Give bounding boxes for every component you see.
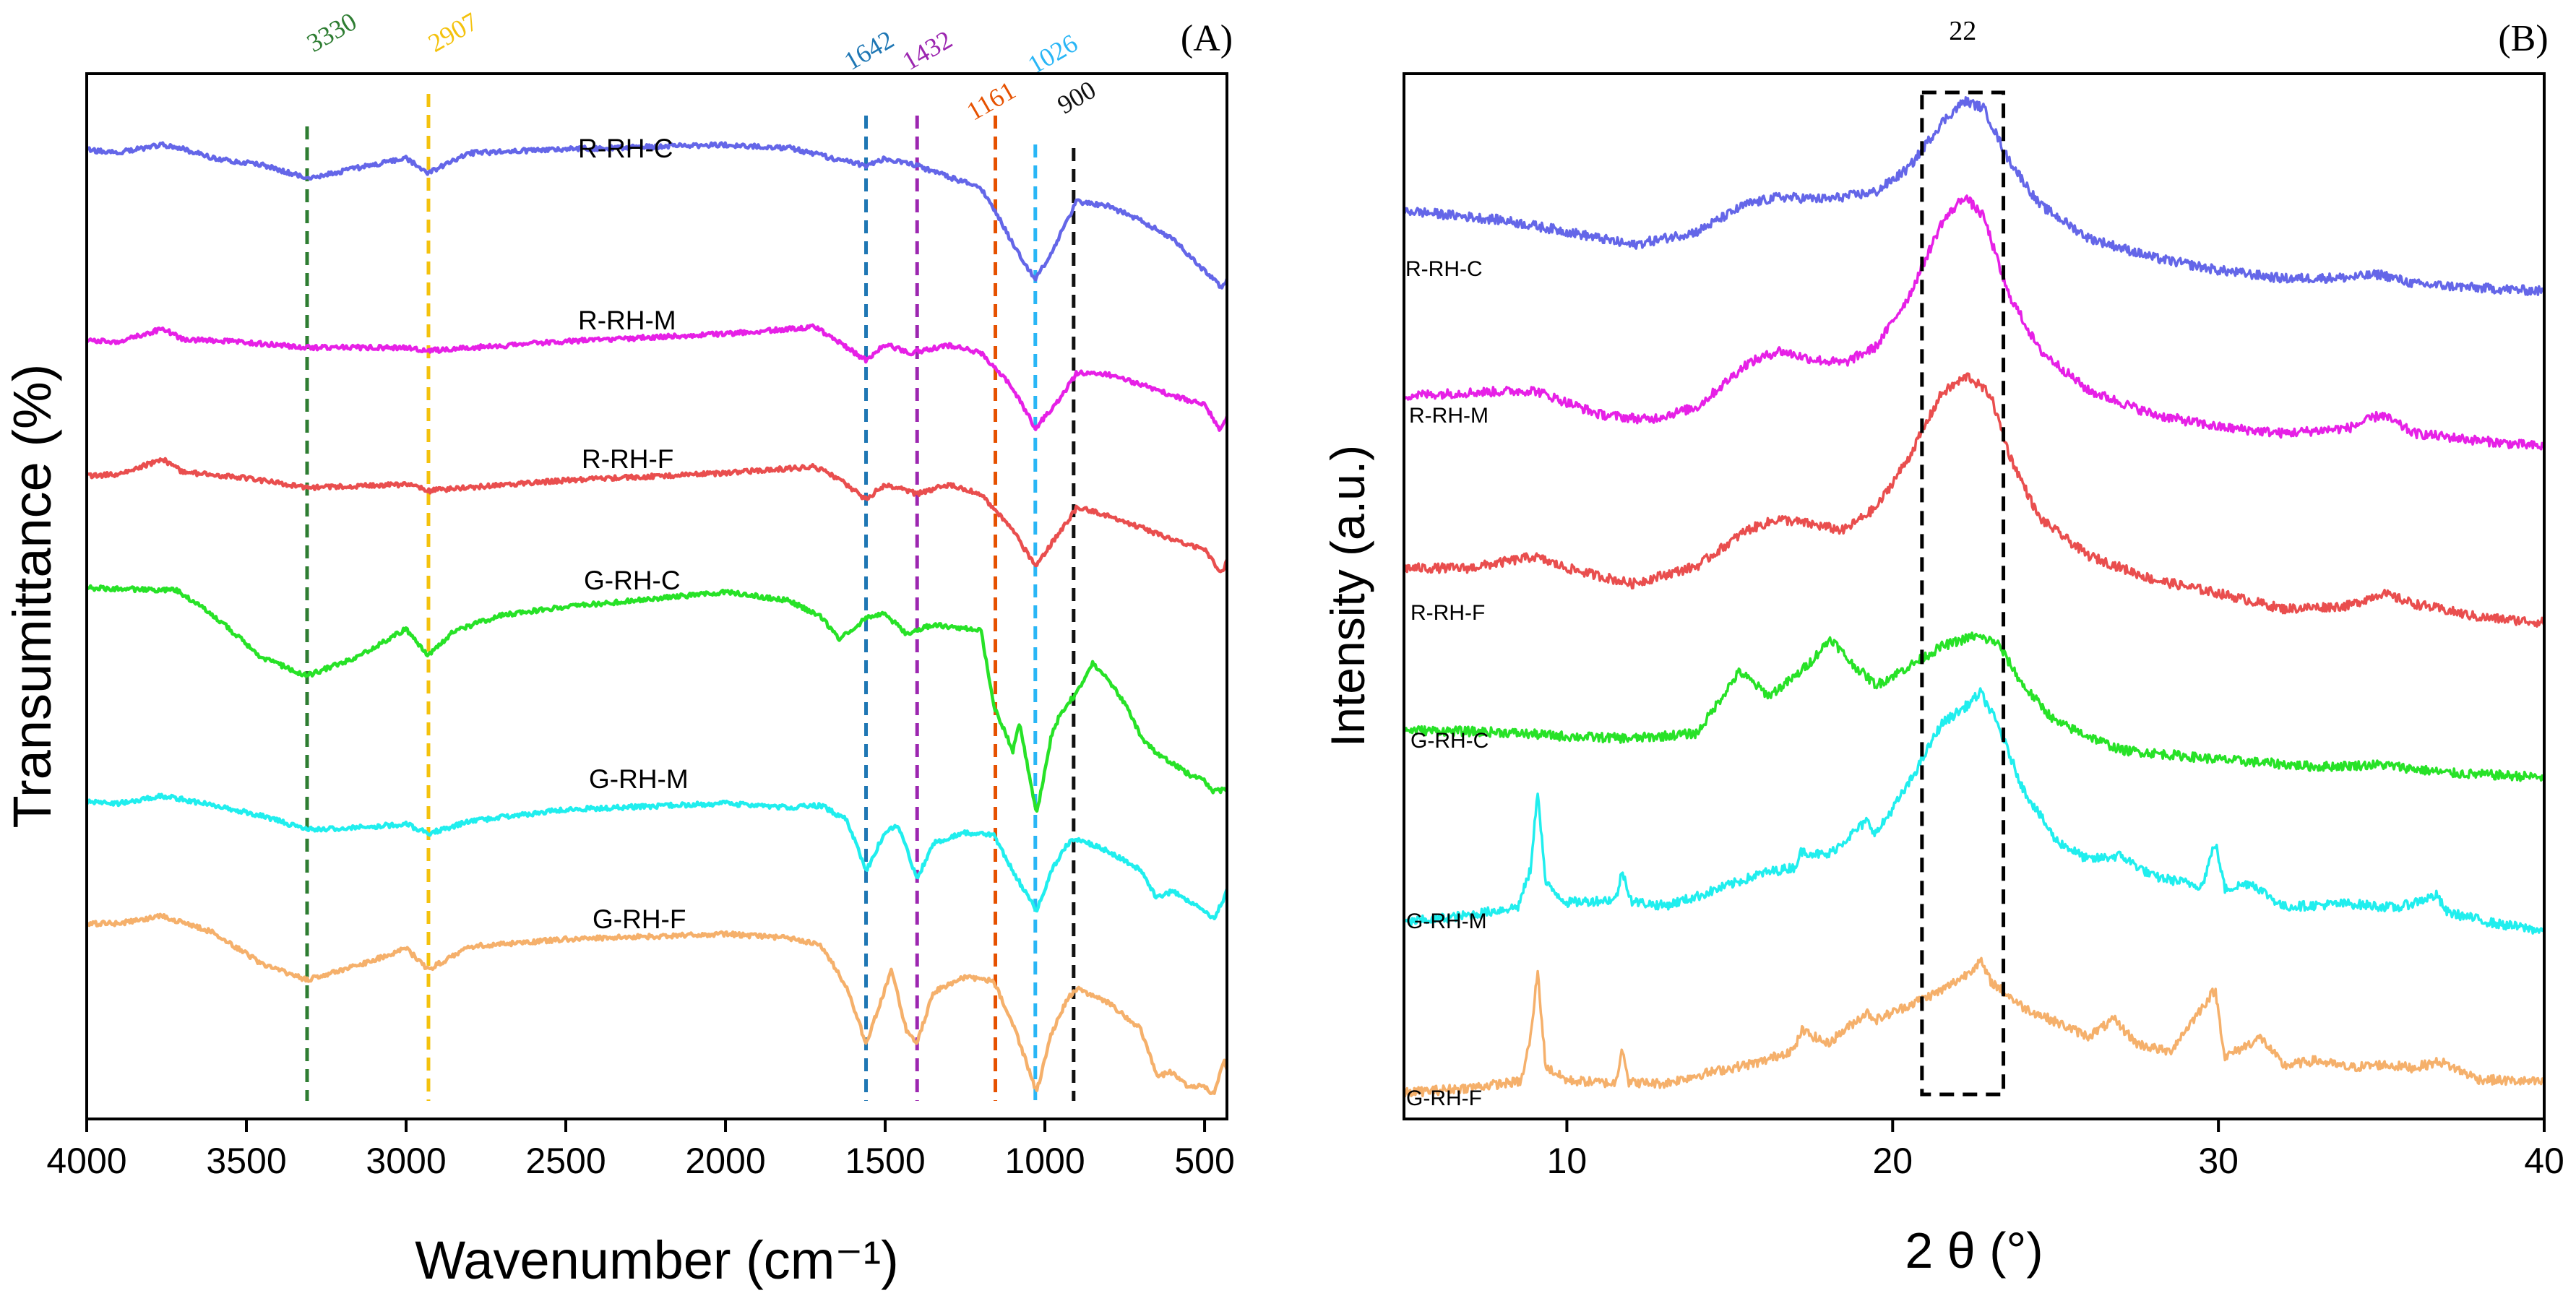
panel-a-x-ticks: 4000 3500 3000 2500 2000 1500 1000 500 [46,1119,1235,1181]
x-tick-label-40: 40 [2524,1141,2564,1181]
x-tick-label-2000: 2000 [685,1141,765,1181]
series-g-rh-f-ftir [85,912,1229,1096]
series-r-rh-m-xrd [1403,194,2546,451]
panel-b-xrd: (B) R-RH-C R-RH-M R-RH-F G-RH-C G-RH-M G-RH-F… [1321,16,2564,1279]
series-label-r-rh-c-xrd: R-RH-C [1405,257,1483,281]
panel-a-series [85,141,1229,1096]
panel-a-x-axis-title: Wavenumber (cm⁻¹) [415,1230,899,1290]
series-label-g-rh-f-ftir: G-RH-F [593,904,686,934]
series-label-g-rh-m-xrd: G-RH-M [1406,909,1487,933]
series-g-rh-f-xrd [1403,956,2546,1098]
series-label-g-rh-c-xrd: G-RH-C [1410,729,1489,753]
panel-a-series-labels: R-RH-C R-RH-M R-RH-F G-RH-C G-RH-M G-RH-F [578,134,689,934]
x-tick-label-500: 500 [1174,1141,1234,1181]
series-label-r-rh-m-ftir: R-RH-M [578,306,676,335]
series-r-rh-f-ftir [86,457,1229,574]
panel-b-label: (B) [2498,18,2548,59]
x-tick-label-2500: 2500 [525,1141,606,1181]
series-g-rh-c-xrd [1403,631,2546,782]
x-tick-label-3000: 3000 [366,1141,446,1181]
series-label-g-rh-c-ftir: G-RH-C [584,566,681,595]
series-label-g-rh-m-ftir: G-RH-M [589,764,689,794]
series-label-r-rh-f-xrd: R-RH-F [1410,601,1485,625]
series-g-rh-m-ftir [85,792,1229,921]
crystalline-peak-highlight-box [1920,90,2006,1097]
x-tick-label-10: 10 [1547,1141,1588,1181]
series-r-rh-f-xrd [1403,372,2546,628]
panel-b-plot-frame [1403,72,2546,1120]
x-tick-label-1500: 1500 [845,1141,925,1181]
series-g-rh-m-xrd [1403,687,2546,935]
x-tick-label-1000: 1000 [1004,1141,1085,1181]
series-label-r-rh-m-xrd: R-RH-M [1409,404,1489,428]
series-g-rh-c-ftir [85,584,1228,813]
panel-a-plot-frame [85,72,1228,1120]
panel-b-x-axis-title: 2 θ (°) [1905,1222,2043,1279]
panel-b-series-labels: R-RH-C R-RH-M R-RH-F G-RH-C G-RH-M G-RH-F [1405,257,1489,1110]
x-tick-label-3500: 3500 [206,1141,286,1181]
series-r-rh-c-ftir [85,141,1229,290]
series-label-r-rh-c-ftir: R-RH-C [578,134,673,163]
x-tick-label-30: 30 [2198,1141,2239,1181]
panel-b-y-axis-title: Intensity (a.u.) [1321,445,1374,747]
series-label-g-rh-f-xrd: G-RH-F [1406,1086,1482,1110]
panel-a-label: (A) [1181,18,1233,59]
series-label-r-rh-f-ftir: R-RH-F [582,444,673,474]
x-tick-label-20: 20 [1872,1141,1913,1181]
panel-b-x-ticks: 10 20 30 40 [1547,1119,2564,1181]
highlight-box-label: 22 [1949,16,1976,46]
panel-a-y-axis-title: Transumittance (%) [2,364,62,829]
series-r-rh-c-xrd [1403,96,2546,296]
panel-b-series [1403,96,2546,1098]
series-r-rh-m-ftir [85,323,1229,432]
x-tick-label-4000: 4000 [46,1141,126,1181]
